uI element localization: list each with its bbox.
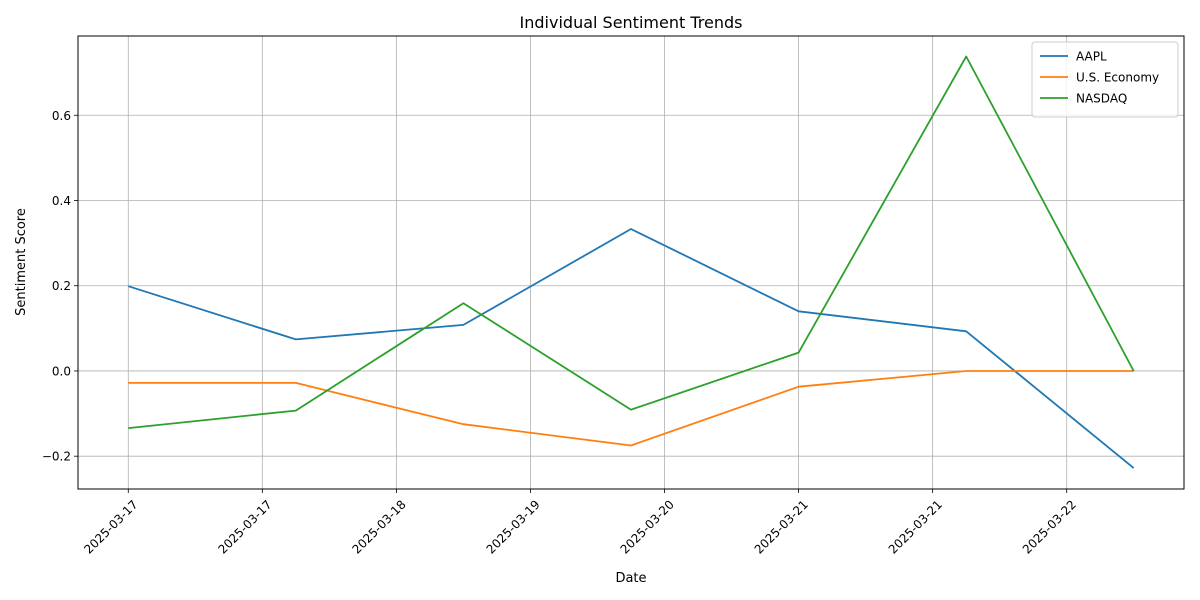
series-lines (128, 55, 1135, 469)
x-axis-label: Date (615, 571, 646, 586)
grid-lines (78, 36, 1184, 489)
x-tick-label: 2025-03-21 (886, 497, 945, 556)
x-tick-label: 2025-03-18 (350, 497, 409, 556)
x-tick-label: 2025-03-17 (215, 497, 274, 556)
y-tick-label: 0.6 (52, 109, 71, 123)
series-line-aapl (128, 228, 1135, 469)
legend-label: AAPL (1076, 50, 1107, 64)
y-tick-label: 0.2 (52, 279, 71, 293)
y-tick-label: 0.4 (52, 194, 71, 208)
legend-label: U.S. Economy (1076, 71, 1159, 85)
x-tick-label: 2025-03-17 (81, 497, 140, 556)
x-axis: 2025-03-17 2025-03-17 2025-03-18 2025-03-19… (81, 489, 1079, 557)
chart-title: Individual Sentiment Trends (520, 13, 743, 32)
y-axis-label: Sentiment Score (14, 208, 29, 316)
y-tick-label: −0.2 (42, 450, 71, 464)
plot-frame (77, 35, 1185, 490)
x-tick-label: 2025-03-20 (618, 497, 677, 556)
x-tick-label: 2025-03-21 (752, 497, 811, 556)
y-axis: −0.2 0.0 0.2 0.4 0.6 (42, 109, 78, 464)
y-tick-label: 0.0 (52, 364, 71, 378)
legend: AAPL U.S. Economy NASDAQ (1031, 41, 1179, 118)
x-tick-label: 2025-03-22 (1020, 497, 1079, 556)
legend-label: NASDAQ (1076, 92, 1127, 106)
series-line-u-s-economy (128, 370, 1134, 447)
legend-box (1031, 41, 1179, 118)
series-line-nasdaq (128, 55, 1135, 429)
x-tick-label: 2025-03-19 (484, 497, 543, 556)
